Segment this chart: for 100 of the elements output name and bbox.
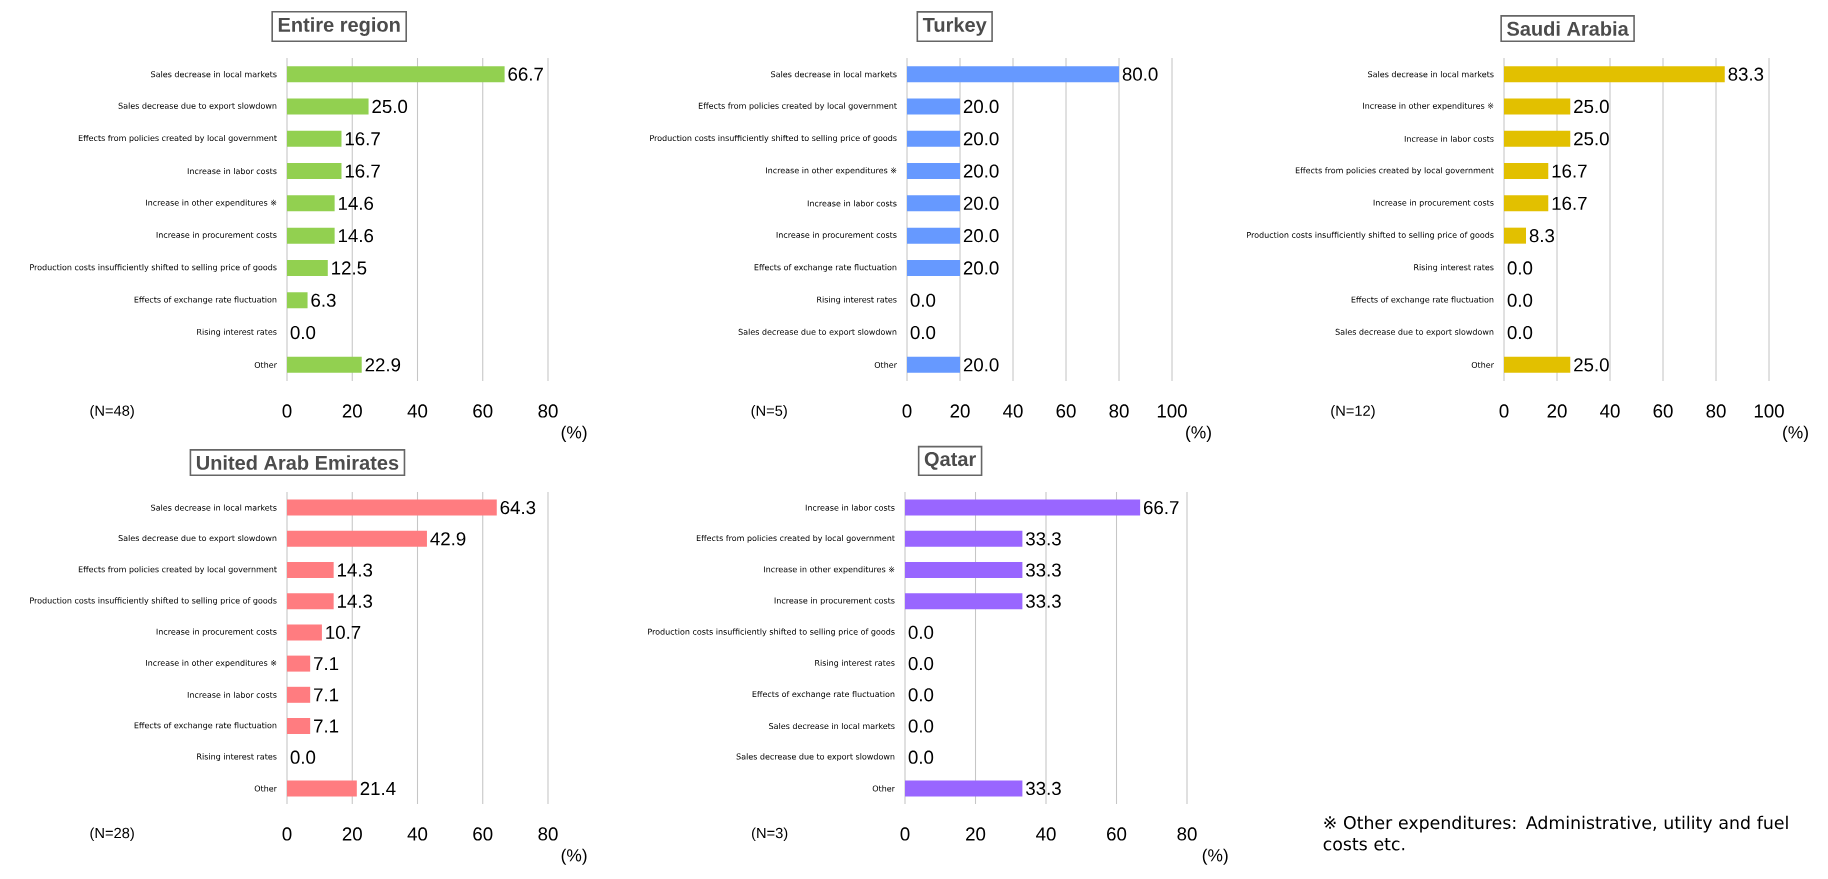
y-tick-label: Other — [872, 785, 895, 792]
y-tick-label: Effects of exchange rate fluctuation — [754, 264, 897, 272]
x-tick-label: 60 — [1107, 827, 1127, 841]
data-label: 0.0 — [1507, 261, 1533, 275]
data-label: 14.6 — [338, 196, 374, 210]
chart-title: United Arab Emirates — [196, 455, 399, 470]
y-tick-label: Production costs insufficiently shifted to selling price of goods — [1247, 231, 1494, 240]
data-label: 0.0 — [908, 656, 934, 671]
y-tick-label: Effects of exchange rate fluctuation — [134, 722, 277, 730]
data-label: 10.7 — [326, 625, 361, 640]
bar — [1504, 130, 1571, 147]
y-tick-label: Rising interest rates — [815, 659, 895, 668]
x-tick-label: 40 — [1003, 404, 1023, 418]
data-label: 20.0 — [963, 132, 999, 146]
x-tick-label: 100 — [1754, 404, 1784, 418]
y-tick-label: Increase in other expenditures ※ — [766, 167, 897, 175]
x-tick-label: 40 — [1036, 827, 1056, 841]
x-axis-title: (%) — [1202, 848, 1228, 865]
data-label: 25.0 — [1574, 99, 1609, 114]
y-tick-label: Sales decrease in local markets — [151, 504, 277, 511]
bar — [287, 130, 342, 147]
bar — [287, 499, 497, 516]
data-label: 20.0 — [963, 358, 999, 372]
data-label: 7.1 — [314, 657, 339, 671]
bar — [1504, 66, 1725, 83]
x-tick-label: 60 — [473, 404, 493, 418]
x-tick-label: 80 — [538, 404, 558, 418]
y-tick-label: Sales decrease due to export slowdown — [738, 328, 897, 337]
x-tick-label: 80 — [1177, 827, 1197, 841]
y-tick-label: Rising interest rates — [817, 296, 897, 305]
x-tick-label: 40 — [407, 404, 428, 418]
data-label: 64.3 — [500, 500, 536, 515]
data-label: 0.0 — [908, 625, 934, 640]
data-label: 20.0 — [963, 229, 999, 243]
x-tick-label: 40 — [407, 827, 428, 841]
y-tick-label: Production costs insufficiently shifted to selling price of goods — [30, 264, 277, 272]
x-tick-label: 0 — [902, 404, 912, 418]
data-label: 22.9 — [365, 358, 401, 372]
data-label: 42.9 — [430, 532, 466, 546]
y-tick-label: Effects from policies created by local government — [78, 566, 277, 574]
y-tick-label: Effects from policies created by local government — [78, 134, 277, 143]
data-label: 6.3 — [311, 293, 336, 307]
y-tick-label: Rising interest rates — [197, 328, 277, 337]
x-tick-label: 20 — [342, 404, 362, 418]
y-tick-label: Increase in other expenditures ※ — [146, 659, 277, 668]
data-label: 16.7 — [1552, 196, 1587, 210]
bar — [287, 593, 334, 610]
data-label: 83.3 — [1728, 67, 1764, 81]
x-axis-title: (%) — [1186, 425, 1211, 442]
x-tick-label: 20 — [966, 827, 986, 841]
data-label: 14.3 — [338, 563, 373, 577]
x-tick-label: 60 — [1653, 404, 1673, 418]
bar — [287, 259, 328, 276]
chart-title: Entire region — [278, 17, 400, 36]
bar — [287, 98, 369, 115]
data-label: 21.4 — [360, 781, 396, 795]
bar — [287, 686, 311, 703]
x-tick-label: 20 — [342, 827, 362, 841]
y-tick-label: Effects from policies created by local government — [696, 534, 895, 543]
x-axis-title: (%) — [561, 425, 587, 442]
data-label: 7.1 — [314, 688, 339, 702]
data-label: 33.3 — [1026, 532, 1061, 546]
text: (N=5) — [751, 405, 787, 419]
data-label: 33.3 — [1026, 594, 1061, 608]
y-tick-label: Other — [874, 361, 897, 368]
y-tick-label: Production costs insufficiently shifted to selling price of goods — [30, 597, 277, 606]
bar — [287, 66, 505, 83]
data-label: 0.0 — [1507, 293, 1533, 307]
data-label: 0.0 — [910, 325, 936, 340]
data-label: 66.7 — [1144, 500, 1179, 515]
bar — [287, 227, 335, 244]
y-tick-label: Rising interest rates — [1414, 264, 1494, 272]
data-label: 25.0 — [372, 99, 408, 114]
x-tick-label: 0 — [1499, 404, 1509, 418]
x-tick-label: 60 — [1056, 404, 1076, 418]
y-tick-label: Increase in procurement costs — [156, 231, 277, 240]
x-tick-label: 20 — [1547, 404, 1567, 418]
data-label: 33.3 — [1026, 781, 1061, 796]
bar — [287, 718, 311, 735]
data-label: 14.3 — [338, 594, 373, 608]
bar — [1504, 195, 1549, 212]
data-label: 16.7 — [1552, 164, 1587, 178]
x-tick-label: 80 — [1706, 404, 1726, 418]
data-label: 80.0 — [1122, 67, 1158, 81]
y-tick-label: Increase in labor costs — [187, 691, 277, 698]
data-label: 12.5 — [332, 261, 367, 275]
y-tick-label: Other — [254, 785, 277, 792]
bar — [287, 562, 334, 579]
data-label: 7.1 — [314, 719, 339, 733]
text: (N=3) — [752, 827, 788, 842]
y-tick-label: Production costs insufficiently shifted to selling price of goods — [648, 628, 895, 637]
chart-title: Qatar — [924, 451, 976, 470]
y-tick-label: Increase in procurement costs — [776, 231, 897, 240]
data-label: 0.0 — [908, 719, 934, 733]
data-label: 0.0 — [908, 750, 934, 764]
bar — [287, 195, 335, 212]
data-label: 16.7 — [345, 164, 380, 178]
x-tick-label: 60 — [473, 827, 493, 841]
bar — [287, 655, 311, 672]
y-tick-label: Increase in other expenditures ※ — [764, 566, 895, 574]
